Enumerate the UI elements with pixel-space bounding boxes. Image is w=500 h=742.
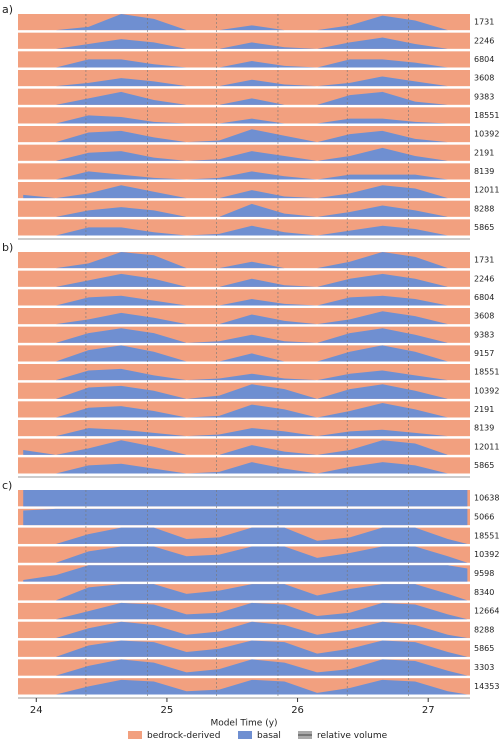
basal-area — [23, 171, 468, 180]
row-label: 3608 — [474, 74, 494, 83]
panel-label: b) — [2, 241, 13, 254]
row-label: 12011 — [474, 442, 499, 451]
row-label: 9598 — [474, 569, 494, 578]
row-label: 12664 — [474, 607, 499, 616]
basal-area — [23, 621, 468, 639]
row-label: 3303 — [474, 663, 494, 672]
row-label: 18551 — [474, 111, 499, 120]
legend-label: basal — [257, 731, 281, 741]
row-label: 8139 — [474, 167, 494, 176]
row-label: 2191 — [474, 148, 494, 157]
row-label: 5066 — [474, 512, 494, 521]
basal-area — [23, 115, 468, 124]
panel-label: c) — [2, 479, 12, 492]
row-label: 2191 — [474, 405, 494, 414]
row-label: 2246 — [474, 274, 494, 283]
basal-area — [23, 368, 468, 381]
row-label: 9383 — [474, 92, 494, 101]
row-label: 8139 — [474, 424, 494, 433]
basal-area — [23, 508, 468, 526]
basal-area — [23, 295, 468, 306]
row-label: 10638 — [474, 494, 499, 503]
basal-area — [23, 402, 468, 418]
legend-swatch — [128, 731, 142, 739]
basal-area — [23, 225, 468, 236]
basal-area — [23, 584, 468, 601]
row-label: 18551 — [474, 531, 499, 540]
row-label: 3608 — [474, 312, 494, 321]
basal-area — [23, 384, 468, 399]
basal-area — [23, 659, 468, 676]
row-label: 8340 — [474, 588, 494, 597]
basal-area — [23, 129, 468, 143]
basal-area — [23, 490, 468, 507]
basal-area — [23, 252, 468, 269]
row-label: 8288 — [474, 625, 494, 634]
basal-area — [23, 147, 468, 161]
legend-label: bedrock-derived — [147, 731, 220, 741]
row-label: 12011 — [474, 186, 499, 195]
basal-area — [23, 76, 468, 87]
row-label: 10392 — [474, 550, 499, 559]
basal-area — [23, 565, 468, 582]
legend-swatch — [238, 731, 252, 739]
basal-area — [23, 440, 468, 455]
row-label: 5865 — [474, 223, 494, 232]
basal-area — [23, 203, 468, 217]
row-label: 5865 — [474, 644, 494, 653]
basal-area — [23, 428, 468, 437]
legend-label: relative volume — [317, 731, 388, 741]
row-label: 1731 — [474, 256, 494, 265]
row-label: 14353 — [474, 682, 499, 691]
basal-area — [23, 345, 468, 362]
row-label: 9383 — [474, 330, 494, 339]
x-tick-label: 27 — [422, 705, 435, 716]
basal-area — [23, 679, 468, 695]
row-label: 18551 — [474, 368, 499, 377]
row-label: 1731 — [474, 18, 494, 27]
row-label: 10392 — [474, 130, 499, 139]
row-label: 9157 — [474, 349, 494, 358]
basal-area — [23, 59, 468, 68]
basal-area — [23, 546, 468, 563]
row-label: 8288 — [474, 204, 494, 213]
row-label: 6804 — [474, 55, 494, 64]
row-label: 5865 — [474, 461, 494, 470]
row-label: 2246 — [474, 36, 494, 45]
basal-area — [23, 328, 468, 343]
x-tick-label: 25 — [161, 705, 174, 716]
basal-area — [23, 185, 468, 199]
basal-area — [23, 37, 468, 49]
basal-area — [23, 602, 468, 620]
basal-area — [23, 640, 468, 657]
x-tick-label: 24 — [30, 705, 43, 716]
basal-area — [23, 462, 468, 474]
basal-area — [23, 311, 468, 325]
basal-area — [23, 91, 468, 105]
x-axis-label: Model Time (y) — [210, 719, 277, 729]
basal-area — [23, 527, 468, 544]
panel-label: a) — [2, 3, 13, 16]
x-tick-label: 26 — [291, 705, 304, 716]
basal-area — [23, 14, 468, 31]
basal-area — [23, 273, 468, 287]
row-label: 10392 — [474, 386, 499, 395]
row-label: 6804 — [474, 293, 494, 302]
